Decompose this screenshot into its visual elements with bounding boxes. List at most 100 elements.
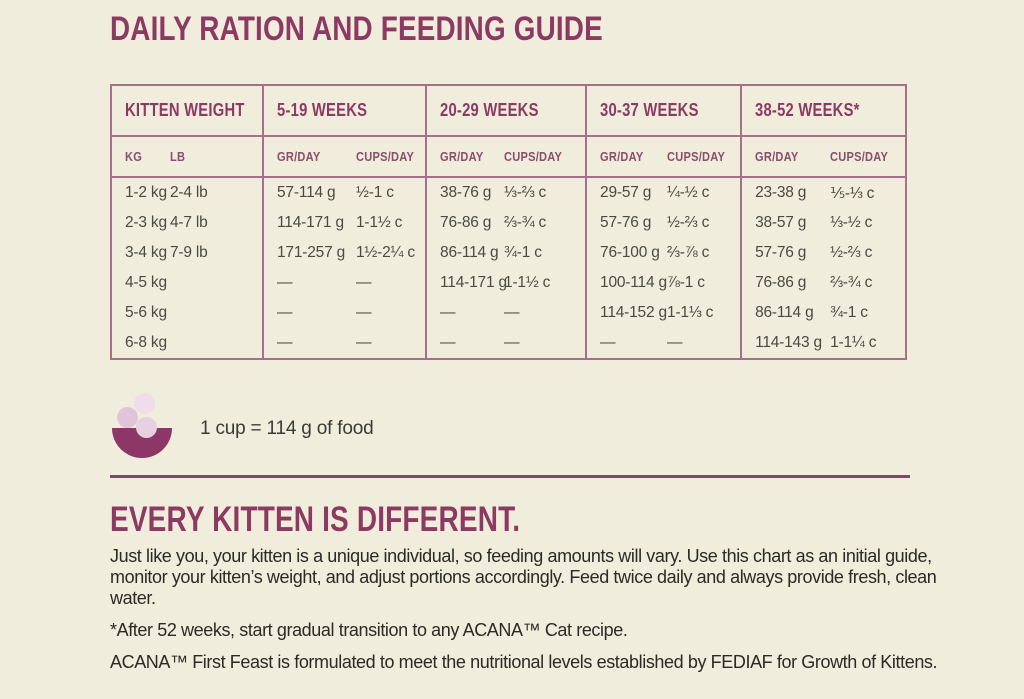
cell-kg: 1-2 kg — [110, 177, 167, 208]
fediaf-note: ACANA™ First Feast is formulated to meet… — [110, 652, 938, 672]
cell-cups-30-37: — — [667, 334, 683, 351]
cell-gr-38-52: 114-143 g — [740, 328, 828, 359]
cell-gr-30-37: — — [585, 328, 665, 359]
cell-kg: 4-5 kg — [110, 268, 167, 298]
cell-gr-20-29: 76-86 g — [425, 208, 502, 238]
subheader-cups-day-38-52: CUPS/DAY — [827, 136, 907, 178]
subheader-cups-day-5-19: CUPS/DAY — [353, 136, 427, 178]
section-heading: EVERY KITTEN IS DIFFERENT. — [110, 500, 521, 539]
cell-gr-5-19: 114-171 g — [262, 208, 354, 238]
cell-gr-20-29: 38-76 g — [425, 177, 502, 208]
cell-lb — [167, 268, 263, 298]
kibble-dot-icon — [134, 393, 155, 414]
cell-cups-5-19: ½-1 c — [356, 184, 394, 201]
cell-lb — [167, 298, 263, 328]
column-group-20-29-weeks: 20-29 WEEKS — [425, 85, 587, 137]
cell-gr-38-52: 86-114 g — [740, 298, 828, 328]
cell-cups-30-37: ⅞-1 c — [667, 274, 705, 291]
cell-gr-30-37: 57-76 g — [585, 208, 665, 238]
table-row: 1-2 kg 2-4 lb 57-114 g ½-1 c 38-76 g ⅓-⅔… — [110, 177, 906, 208]
cell-cups-20-29: — — [504, 304, 520, 321]
cell-cups-38-52: ⅔-¾ c — [830, 274, 873, 291]
column-group-38-52-weeks: 38-52 WEEKS* — [740, 85, 907, 137]
cell-gr-30-37: 100-114 g — [585, 268, 667, 298]
bowl-with-kibble-icon — [112, 393, 176, 459]
cell-kg: 6-8 kg — [110, 328, 167, 359]
cell-cups-30-37: ½-⅔ c — [667, 214, 710, 231]
cell-gr-30-37: 76-100 g — [585, 238, 665, 268]
cell-cups-5-19: 1-1½ c — [356, 214, 403, 231]
cell-cups-20-29: ⅓-⅔ c — [504, 184, 547, 201]
cell-gr-30-37: 114-152 g — [585, 298, 667, 328]
cell-kg: 3-4 kg — [110, 238, 167, 268]
cell-gr-38-52: 57-76 g — [740, 238, 828, 268]
table-row: 5-6 kg — — — — 114-152 g 1-1⅓ c 86-114 g… — [110, 298, 906, 328]
table-row: 2-3 kg 4-7 lb 114-171 g 1-1½ c 76-86 g ⅔… — [110, 208, 906, 238]
cell-cups-5-19: — — [356, 274, 372, 291]
cell-lb — [167, 328, 263, 359]
cell-cups-38-52: ½-⅔ c — [830, 244, 873, 261]
cell-kg: 5-6 kg — [110, 298, 167, 328]
transition-note: *After 52 weeks, start gradual transitio… — [110, 620, 628, 640]
cell-cups-5-19: — — [356, 334, 372, 351]
column-group-5-19-weeks: 5-19 WEEKS — [262, 85, 427, 137]
cell-cups-30-37: ¼-½ c — [667, 184, 710, 201]
cell-cups-38-52: ¾-1 c — [830, 304, 868, 321]
column-group-label: 5-19 WEEKS — [277, 100, 368, 120]
cell-lb: 7-9 lb — [170, 244, 208, 261]
column-group-label: 38-52 WEEKS* — [755, 100, 860, 120]
cell-gr-20-29: — — [425, 298, 502, 328]
cell-cups-20-29: 1-1½ c — [504, 274, 551, 291]
cell-cups-5-19: — — [356, 304, 372, 321]
page-title: DAILY RATION AND FEEDING GUIDE — [110, 10, 603, 48]
cell-gr-5-19: 57-114 g — [262, 177, 354, 208]
cell-gr-5-19: 171-257 g — [262, 238, 354, 268]
subheader-gr-day-20-29: GR/DAY — [425, 136, 502, 178]
subheader-cups-day-30-37: CUPS/DAY — [664, 136, 742, 178]
kibble-dot-icon — [136, 417, 157, 438]
section-divider — [110, 475, 910, 478]
feeding-guide-table: KITTEN WEIGHT 5-19 WEEKS 20-29 WEEKS 30-… — [109, 84, 908, 360]
cell-gr-5-19: — — [262, 268, 354, 298]
subheader-lb: LB — [167, 136, 264, 178]
cell-gr-38-52: 76-86 g — [740, 268, 828, 298]
cell-cups-38-52: 1-1¼ c — [830, 334, 877, 351]
cell-cups-30-37: ⅔-⅞ c — [667, 244, 710, 261]
cell-gr-30-37: 29-57 g — [585, 177, 665, 208]
cell-gr-20-29: — — [425, 328, 502, 359]
table-row: 4-5 kg — — 114-171 g 1-1½ c 100-114 g ⅞-… — [110, 268, 906, 298]
column-group-label: 30-37 WEEKS — [600, 100, 699, 120]
cell-gr-20-29: 114-171 g — [425, 268, 507, 298]
column-group-kitten-weight: KITTEN WEIGHT — [109, 85, 264, 137]
cell-gr-38-52: 38-57 g — [740, 208, 828, 238]
kibble-dot-icon — [117, 407, 138, 428]
subheader-cups-day-20-29: CUPS/DAY — [501, 136, 587, 178]
cell-gr-5-19: — — [262, 298, 354, 328]
cell-cups-30-37: 1-1⅓ c — [667, 304, 714, 321]
table-subheader-row: KG LB GR/DAY CUPS/DAY GR/DAY CUPS/DAY GR… — [110, 136, 907, 178]
column-group-label: 20-29 WEEKS — [440, 100, 539, 120]
column-group-30-37-weeks: 30-37 WEEKS — [585, 85, 742, 137]
cup-legend-text: 1 cup = 114 g of food — [200, 418, 374, 439]
cell-lb: 2-4 lb — [170, 184, 208, 201]
table-row: 6-8 kg — — — — — — 114-143 g 1-1¼ c — [110, 328, 906, 359]
column-group-label: KITTEN WEIGHT — [125, 100, 245, 120]
cell-cups-38-52: ⅕-⅓ c — [830, 184, 875, 202]
cell-cups-20-29: ¾-1 c — [504, 244, 542, 261]
cell-cups-5-19: 1½-2¼ c — [356, 244, 415, 261]
subheader-gr-day-38-52: GR/DAY — [740, 136, 828, 178]
cell-cups-38-52: ⅓-½ c — [830, 214, 873, 231]
subheader-kg: KG — [110, 136, 167, 178]
table-group-header-row: KITTEN WEIGHT 5-19 WEEKS 20-29 WEEKS 30-… — [109, 85, 907, 137]
cell-cups-20-29: ⅔-¾ c — [504, 214, 547, 231]
cell-lb: 4-7 lb — [170, 214, 208, 231]
subheader-gr-day-5-19: GR/DAY — [262, 136, 354, 178]
cell-gr-5-19: — — [262, 328, 354, 359]
subheader-gr-day-30-37: GR/DAY — [585, 136, 665, 178]
body-paragraph: Just like you, your kitten is a unique i… — [110, 546, 937, 608]
cell-cups-20-29: — — [504, 334, 520, 351]
cell-gr-20-29: 86-114 g — [425, 238, 502, 268]
cell-kg: 2-3 kg — [110, 208, 167, 238]
table-row: 3-4 kg 7-9 lb 171-257 g 1½-2¼ c 86-114 g… — [110, 238, 906, 268]
